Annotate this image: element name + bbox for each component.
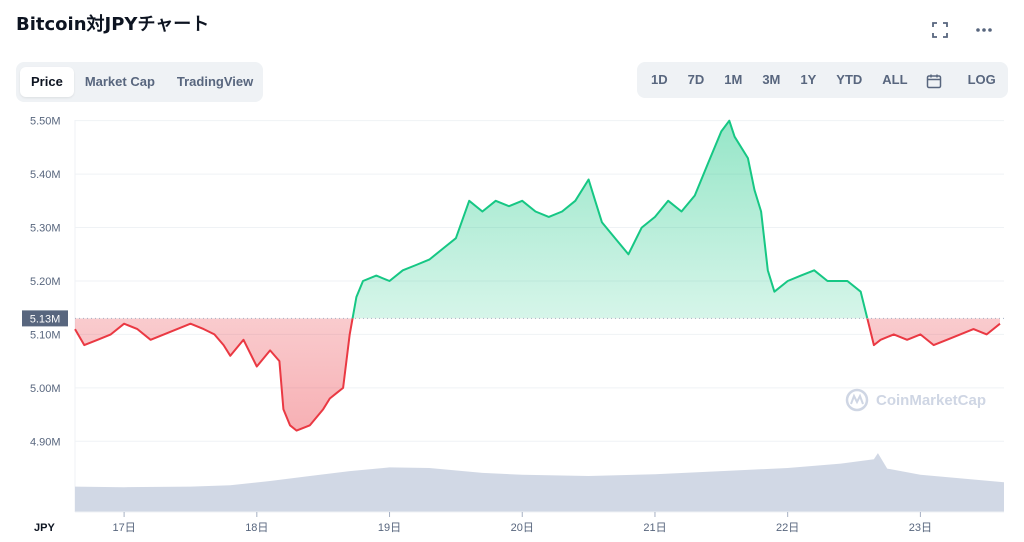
- tab-price[interactable]: Price: [20, 67, 74, 97]
- x-tick-label: 22日: [776, 522, 799, 534]
- x-tick-label: 18日: [245, 522, 268, 534]
- range-ytd[interactable]: YTD: [836, 72, 863, 87]
- y-tick-label: 5.40M: [30, 169, 61, 181]
- y-tick-label: 4.90M: [30, 436, 61, 448]
- currency-label: JPY: [34, 522, 55, 534]
- x-tick-label: 21日: [643, 522, 666, 534]
- fullscreen-icon[interactable]: [928, 18, 952, 42]
- x-tick-label: 20日: [511, 522, 534, 534]
- tab-market-cap[interactable]: Market Cap: [84, 74, 155, 89]
- x-axis: JPY 17日 18日 19日 20日 21日 22日 23日: [34, 511, 1004, 534]
- price-area-up: [352, 120, 868, 319]
- y-tick-label: 5.00M: [30, 383, 61, 395]
- page-title: Bitcoin対JPYチャート: [16, 14, 210, 35]
- grid-lines: [74, 120, 1004, 512]
- calendar-icon: [926, 74, 941, 88]
- range-7d[interactable]: 7D: [687, 72, 705, 87]
- baseline-badge: [22, 310, 68, 327]
- y-tick-label: 5.20M: [30, 276, 61, 288]
- price-area-down: [75, 318, 1000, 431]
- log-toggle[interactable]: LOG: [967, 72, 996, 87]
- range-1d[interactable]: 1D: [651, 72, 668, 87]
- range-tab-group: 1D 7D 1M 3M 1Y YTD ALL LOG: [637, 62, 1008, 98]
- x-tick-label: 23日: [909, 522, 932, 534]
- x-tick-label: 17日: [112, 522, 135, 534]
- volume-series-area: [75, 453, 1004, 512]
- price-line-up: [351, 119, 869, 319]
- y-tick-label: 5.50M: [30, 116, 61, 128]
- volume-area: [75, 453, 1004, 512]
- more-icon[interactable]: [972, 18, 996, 42]
- range-1m[interactable]: 1M: [724, 72, 743, 87]
- view-tab-group: Price Market Cap TradingView: [16, 62, 263, 102]
- y-tick-label: 5.10M: [30, 329, 61, 341]
- range-1y[interactable]: 1Y: [800, 72, 817, 87]
- x-tick-label: 19日: [378, 522, 401, 534]
- tab-tradingview[interactable]: TradingView: [176, 74, 254, 89]
- range-all[interactable]: ALL: [882, 72, 908, 87]
- price-line-down: [74, 318, 1001, 432]
- calendar-button[interactable]: [918, 65, 950, 95]
- watermark: CoinMarketCap: [845, 388, 986, 412]
- watermark-text: CoinMarketCap: [876, 392, 986, 409]
- y-axis: 5.50M 5.40M 5.30M 5.20M 5.10M 5.00M 4.90M: [30, 116, 61, 449]
- range-3m[interactable]: 3M: [762, 72, 781, 87]
- baseline-label: 5.13M: [30, 313, 61, 325]
- y-tick-label: 5.30M: [30, 223, 61, 235]
